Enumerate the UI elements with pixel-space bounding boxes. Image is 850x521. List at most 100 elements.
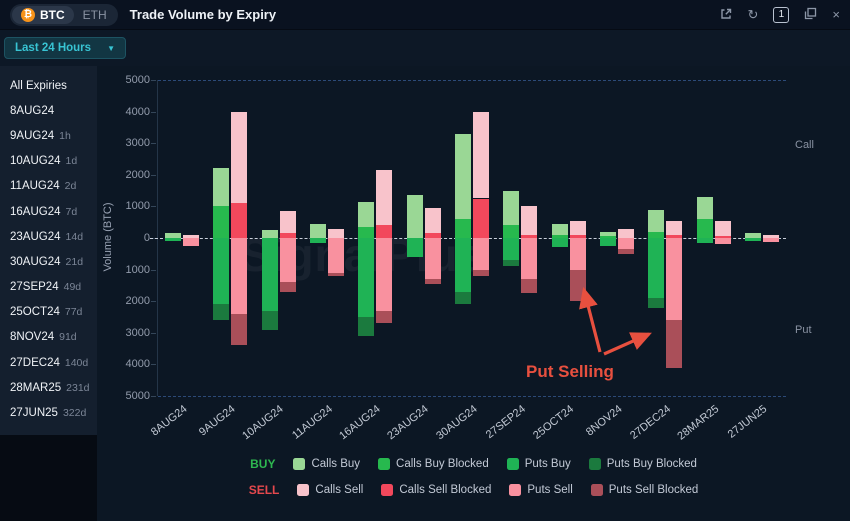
bar-segment[interactable] — [617, 228, 634, 238]
bar-segment[interactable] — [569, 234, 586, 238]
bar-segment[interactable] — [617, 238, 634, 250]
bar-segment[interactable] — [183, 238, 200, 246]
bar-segment[interactable] — [213, 206, 230, 238]
legend-item-calls-sell[interactable]: Calls Sell — [297, 484, 363, 496]
bar-segment[interactable] — [279, 233, 296, 238]
bar-segment[interactable] — [358, 317, 375, 336]
tab-btc[interactable]: ₿ BTC — [12, 5, 74, 24]
bar-segment[interactable] — [310, 223, 327, 238]
bar-segment[interactable] — [231, 238, 248, 314]
bar-segment[interactable] — [358, 226, 375, 238]
popout-icon[interactable] — [719, 7, 733, 23]
sidebar-item-23aug24[interactable]: 23AUG24 14d — [10, 230, 84, 243]
sidebar-item-28mar25[interactable]: 28MAR25 231d — [10, 381, 90, 394]
bar-segment[interactable] — [473, 198, 489, 238]
bar-segment[interactable] — [213, 304, 230, 321]
sidebar-item-25oct24[interactable]: 25OCT24 77d — [10, 306, 83, 319]
sidebar-item-16aug24[interactable]: 16AUG24 7d — [10, 205, 78, 218]
bar-segment[interactable] — [569, 220, 586, 235]
bar-segment[interactable] — [376, 238, 393, 311]
bar-segment[interactable] — [666, 220, 683, 235]
bar-segment[interactable] — [503, 190, 520, 226]
bar-segment[interactable] — [455, 219, 471, 238]
bar-segment[interactable] — [503, 238, 520, 261]
bar-segment[interactable] — [762, 238, 779, 242]
bar-segment[interactable] — [328, 238, 345, 273]
bar-segment[interactable] — [521, 206, 538, 235]
bar-segment[interactable] — [358, 201, 375, 227]
sidebar-item-9aug24[interactable]: 9AUG24 1h — [10, 129, 71, 142]
bar-segment[interactable] — [424, 207, 441, 234]
bar-segment[interactable] — [358, 238, 375, 317]
bar-segment[interactable] — [376, 170, 393, 226]
bar-segment[interactable] — [714, 220, 731, 237]
bar-segment[interactable] — [666, 320, 683, 368]
bar-segment[interactable] — [521, 279, 538, 294]
bar-segment[interactable] — [261, 230, 278, 238]
bar-segment[interactable] — [714, 236, 731, 238]
bar-segment[interactable] — [455, 238, 471, 292]
legend-item-calls-buy[interactable]: Calls Buy — [293, 458, 360, 470]
bar-segment[interactable] — [376, 310, 393, 324]
bar-segment[interactable] — [231, 313, 248, 346]
legend-item-calls-sell-blocked[interactable]: Calls Sell Blocked — [381, 484, 491, 496]
bar-segment[interactable] — [424, 233, 441, 238]
bar-segment[interactable] — [714, 238, 731, 245]
bar-segment[interactable] — [744, 238, 761, 241]
bar-segment[interactable] — [213, 168, 230, 207]
bar-segment[interactable] — [424, 279, 441, 284]
bar-segment[interactable] — [310, 238, 327, 243]
bar-segment[interactable] — [648, 231, 665, 238]
bar-segment[interactable] — [473, 238, 489, 270]
bar-segment[interactable] — [473, 269, 489, 276]
bar-segment[interactable] — [599, 236, 616, 238]
bar-segment[interactable] — [648, 298, 665, 308]
sidebar-item-27jun25[interactable]: 27JUN25 322d — [10, 407, 87, 420]
tab-eth[interactable]: ETH — [74, 6, 116, 24]
bar-segment[interactable] — [551, 238, 568, 248]
bar-segment[interactable] — [599, 238, 616, 246]
sidebar-item-30aug24[interactable]: 30AUG24 21d — [10, 255, 84, 268]
bar-segment[interactable] — [424, 238, 441, 280]
bar-segment[interactable] — [279, 238, 296, 283]
bar-segment[interactable] — [406, 195, 423, 238]
bar-segment[interactable] — [473, 111, 489, 199]
bar-segment[interactable] — [617, 249, 634, 254]
refresh-icon[interactable]: ↻ — [747, 7, 759, 22]
bar-segment[interactable] — [569, 238, 586, 270]
bar-segment[interactable] — [666, 238, 683, 321]
bar-segment[interactable] — [231, 111, 248, 204]
sidebar-item-10aug24[interactable]: 10AUG24 1d — [10, 155, 78, 168]
bar-segment[interactable] — [521, 234, 538, 238]
bar-segment[interactable] — [551, 223, 568, 235]
bar-segment[interactable] — [648, 209, 665, 232]
bar-segment[interactable] — [165, 233, 182, 238]
bar-segment[interactable] — [569, 269, 586, 302]
bar-segment[interactable] — [521, 238, 538, 280]
bar-segment[interactable] — [503, 225, 520, 238]
bar-segment[interactable] — [696, 238, 713, 243]
duplicate-icon[interactable] — [804, 7, 817, 22]
bar-segment[interactable] — [599, 231, 616, 237]
bar-segment[interactable] — [762, 234, 779, 238]
bar-segment[interactable] — [213, 238, 230, 305]
sidebar-item-all-expiries[interactable]: All Expiries — [10, 79, 67, 92]
bar-segment[interactable] — [551, 234, 568, 238]
bar-segment[interactable] — [165, 238, 182, 242]
time-range-dropdown[interactable]: Last 24 Hours ▼ — [4, 37, 126, 59]
bar-segment[interactable] — [279, 211, 296, 234]
bar-segment[interactable] — [696, 196, 713, 220]
bar-segment[interactable] — [666, 234, 683, 238]
legend-item-puts-buy[interactable]: Puts Buy — [506, 458, 571, 470]
legend-item-puts-buy-blocked[interactable]: Puts Buy Blocked — [588, 458, 697, 470]
page-indicator[interactable]: 1 — [773, 6, 790, 23]
legend-item-puts-sell[interactable]: Puts Sell — [509, 484, 573, 496]
legend-item-calls-buy-blocked[interactable]: Calls Buy Blocked — [378, 458, 489, 470]
bar-segment[interactable] — [376, 225, 393, 238]
bar-segment[interactable] — [648, 238, 665, 299]
close-icon[interactable]: × — [832, 7, 840, 22]
bar-segment[interactable] — [261, 238, 278, 311]
bar-segment[interactable] — [183, 234, 200, 238]
bar-segment[interactable] — [744, 233, 761, 238]
bar-segment[interactable] — [328, 272, 345, 276]
